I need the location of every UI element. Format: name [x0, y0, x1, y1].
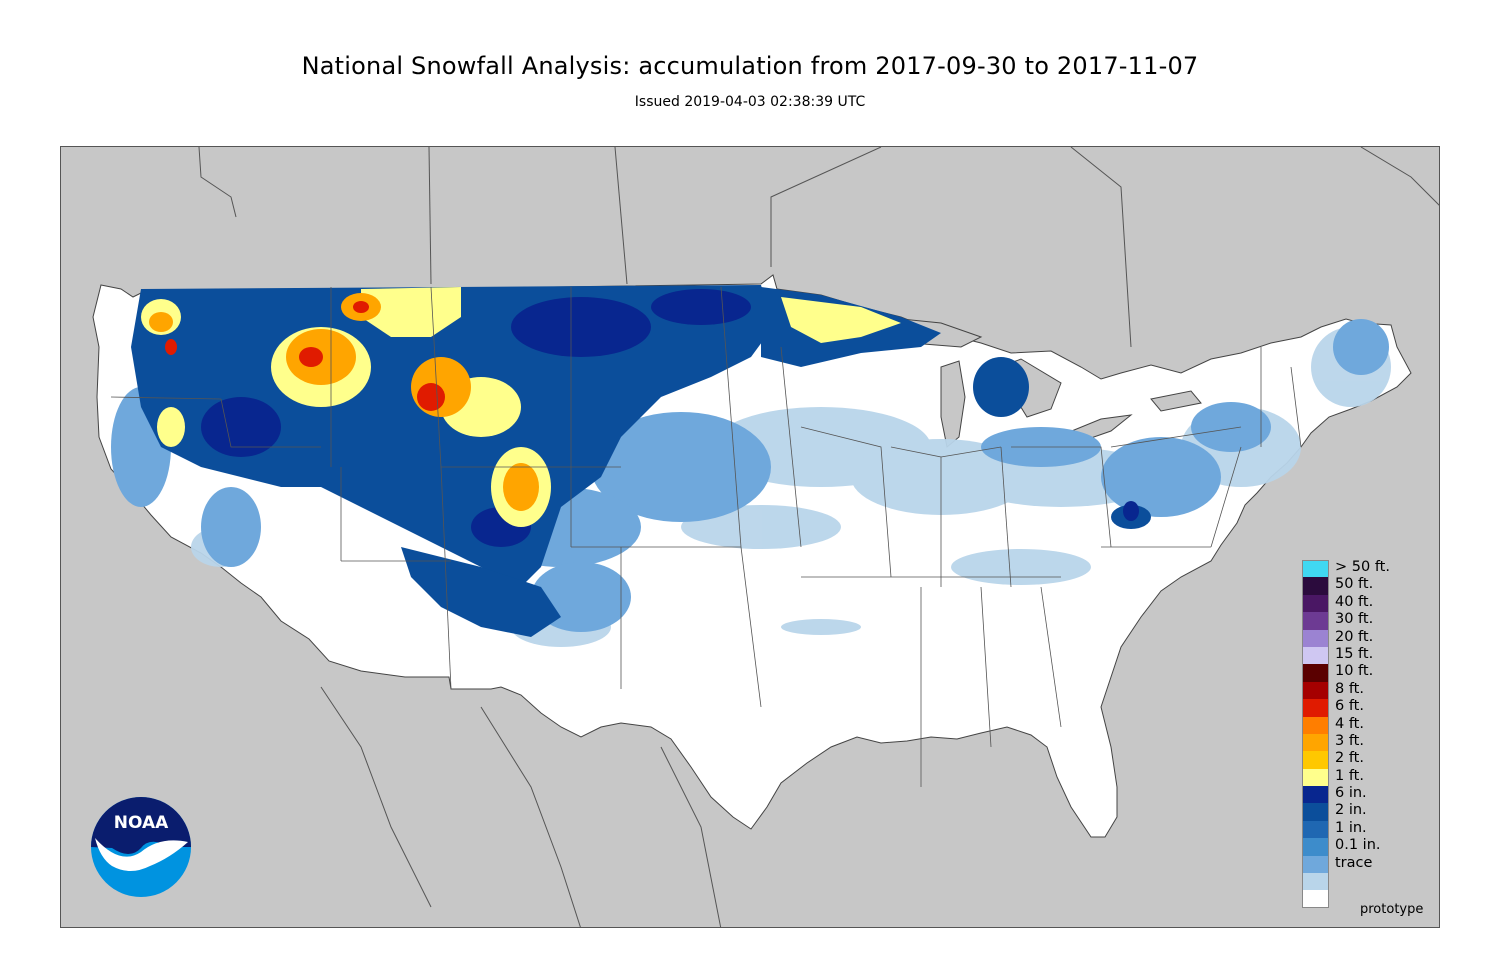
noaa-logo-icon: NOAA	[91, 797, 191, 897]
map-title: National Snowfall Analysis: accumulation…	[301, 52, 1199, 80]
legend-row: 1 in.	[1302, 819, 1422, 839]
lake-ontario	[1150, 390, 1202, 412]
legend-swatch	[1302, 751, 1329, 769]
legend-row: 50 ft.	[1302, 576, 1422, 595]
snow-four-six-foot-areas	[165, 301, 445, 411]
map-canvas	[61, 147, 1439, 927]
noaa-logo: NOAA	[90, 796, 192, 898]
legend-label: 10 ft.	[1335, 663, 1374, 680]
legend-swatch	[1302, 577, 1329, 595]
legend-label: 40 ft.	[1335, 593, 1374, 610]
snow-two-three-foot-areas	[149, 293, 539, 511]
legend-row: 0.1 in.	[1302, 837, 1422, 856]
legend-row: > 50 ft.	[1302, 559, 1422, 578]
legend-label: 8 ft.	[1335, 680, 1364, 697]
legend-swatch	[1302, 820, 1329, 839]
legend-swatch	[1302, 768, 1329, 787]
legend-label: 50 ft.	[1335, 576, 1374, 593]
snowfall-legend: > 50 ft. 50 ft. 40 ft. 30 ft. 20 ft. 15 ft. 10…	[1302, 559, 1422, 908]
legend-swatch	[1302, 838, 1329, 856]
lake-michigan	[940, 360, 966, 448]
legend-row: 4 ft.	[1302, 715, 1422, 734]
legend-row: 40 ft.	[1302, 593, 1422, 613]
legend-label: 2 ft.	[1335, 750, 1364, 767]
legend-row: 15 ft.	[1302, 645, 1422, 665]
legend-label: 6 ft.	[1335, 698, 1364, 715]
legend-swatch	[1302, 612, 1329, 630]
legend-row: 2 in.	[1302, 802, 1422, 821]
legend-label: 4 ft.	[1335, 715, 1364, 732]
legend-label: 15 ft.	[1335, 645, 1374, 662]
legend-swatch	[1302, 803, 1329, 821]
prototype-label: prototype	[1360, 902, 1424, 917]
legend-label: 20 ft.	[1335, 628, 1374, 645]
snowfall-map[interactable]	[60, 146, 1440, 928]
canada-province-borders	[198, 147, 1439, 348]
legend-row	[1302, 890, 1422, 908]
legend-row: trace	[1302, 854, 1422, 874]
legend-row: 30 ft.	[1302, 611, 1422, 630]
legend-label: > 50 ft.	[1335, 559, 1390, 575]
legend-label: 30 ft.	[1335, 611, 1374, 628]
legend-swatch	[1302, 855, 1329, 874]
issued-timestamp: Issued 2019-04-03 02:38:39 UTC	[634, 94, 866, 110]
legend-label: 0.1 in.	[1335, 837, 1381, 854]
legend-swatch	[1302, 733, 1329, 752]
legend-label: trace	[1335, 854, 1373, 871]
legend-row: 20 ft.	[1302, 628, 1422, 647]
legend-swatch	[1302, 681, 1329, 700]
legend-label: 1 ft.	[1335, 767, 1364, 784]
legend-swatch	[1302, 594, 1329, 613]
legend-row: 2 ft.	[1302, 750, 1422, 769]
us-state-borders	[110, 286, 1302, 787]
legend-label: 6 in.	[1335, 785, 1367, 802]
legend-swatch	[1302, 699, 1329, 717]
mexico-state-borders	[320, 686, 722, 927]
legend-swatch	[1302, 786, 1329, 804]
legend-swatch	[1302, 664, 1329, 682]
legend-row: 3 ft.	[1302, 732, 1422, 752]
legend-swatch	[1302, 890, 1329, 908]
noaa-logo-text: NOAA	[114, 813, 169, 833]
legend-label: 1 in.	[1335, 819, 1367, 836]
legend-swatch	[1302, 873, 1329, 891]
legend-row	[1302, 873, 1422, 891]
legend-row: 8 ft.	[1302, 680, 1422, 700]
legend-label: 3 ft.	[1335, 732, 1364, 749]
legend-swatch	[1302, 646, 1329, 665]
legend-swatch	[1302, 716, 1329, 734]
legend-row: 6 in.	[1302, 785, 1422, 804]
legend-swatch	[1302, 629, 1329, 647]
legend-swatch	[1302, 560, 1329, 578]
legend-row: 1 ft.	[1302, 767, 1422, 787]
legend-label: 2 in.	[1335, 802, 1367, 819]
legend-row: 6 ft.	[1302, 698, 1422, 717]
legend-row: 10 ft.	[1302, 663, 1422, 682]
